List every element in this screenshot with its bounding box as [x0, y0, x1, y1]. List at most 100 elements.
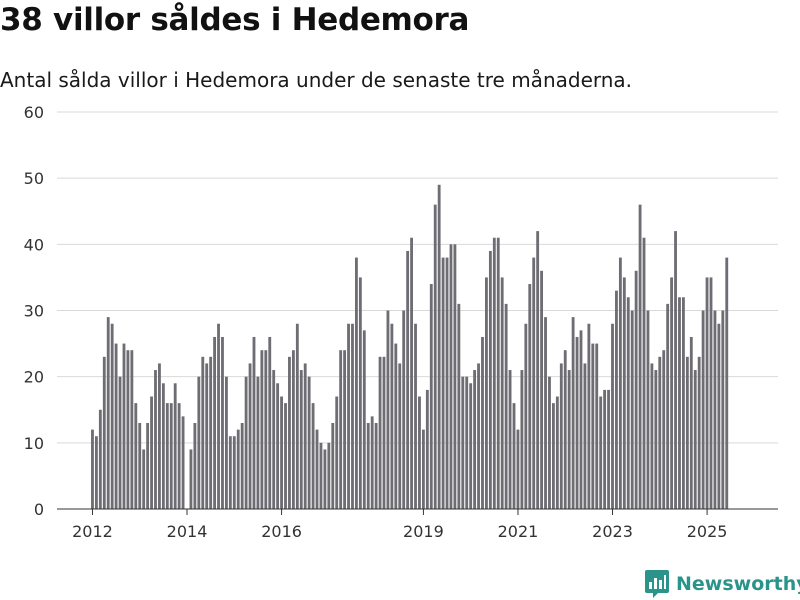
bar: [618, 257, 622, 509]
bar: [445, 257, 449, 509]
y-axis-labels: 0 10 20 30 40 50 60: [24, 103, 44, 519]
bar: [666, 303, 670, 509]
bar: [398, 363, 402, 509]
bar: [599, 396, 603, 509]
highlight-value-label: 38: [729, 0, 748, 4]
bar: [512, 403, 516, 509]
bar: [528, 284, 532, 509]
bar: [272, 370, 276, 509]
y-tick-label: 0: [34, 500, 44, 519]
bar: [453, 244, 457, 509]
bar: [500, 277, 504, 509]
bar: [575, 336, 579, 509]
bar: [146, 422, 150, 509]
y-tick-label: 60: [24, 103, 44, 122]
bar: [205, 363, 209, 509]
bar: [224, 376, 228, 509]
bar: [678, 297, 681, 509]
x-tick-label: 2014: [167, 522, 208, 541]
bar: [165, 403, 169, 509]
bar: [240, 422, 244, 509]
bar: [154, 370, 157, 509]
bar: [323, 449, 327, 509]
bar: [662, 350, 666, 509]
bar: [236, 429, 240, 509]
bar: [429, 284, 433, 509]
annotations: 38: [729, 0, 748, 4]
bar: [370, 416, 374, 509]
x-tick-label: 2019: [403, 522, 444, 541]
bar: [713, 310, 717, 509]
bar: [477, 363, 480, 509]
bar: [268, 336, 272, 509]
bar: [264, 350, 268, 509]
bar: [122, 343, 126, 509]
bar: [221, 336, 224, 509]
bar: [524, 323, 528, 509]
x-tick-label: 2021: [498, 522, 539, 541]
bar: [638, 204, 642, 509]
bar: [654, 370, 658, 509]
newsworthy-logo-icon: [645, 570, 669, 598]
bar: [504, 303, 508, 509]
bar: [358, 277, 362, 509]
bar: [563, 350, 567, 509]
bar: [94, 436, 98, 509]
bar: [150, 396, 153, 509]
bar: [169, 403, 173, 509]
bar: [488, 250, 492, 509]
x-tick-label: 2023: [592, 522, 633, 541]
bar: [355, 257, 358, 509]
bar: [705, 277, 709, 509]
bar: [406, 250, 410, 509]
bar: [492, 237, 496, 509]
bar: [441, 257, 445, 509]
bar: [642, 237, 646, 509]
bar: [634, 270, 638, 509]
bar: [228, 436, 232, 509]
bar: [327, 442, 331, 509]
bar: [595, 343, 599, 509]
bar: [461, 376, 465, 509]
bar: [307, 376, 311, 509]
bar: [161, 383, 165, 509]
bar: [173, 383, 177, 509]
bar: [433, 204, 437, 509]
y-tick-label: 30: [24, 302, 44, 321]
bar: [721, 310, 725, 509]
bar: [276, 383, 280, 509]
bar: [110, 323, 114, 509]
bar: [622, 277, 626, 509]
bar: [701, 310, 705, 509]
bar: [646, 310, 650, 509]
bar: [544, 317, 547, 509]
bar: [567, 370, 571, 509]
bar: [158, 363, 161, 509]
bar: [469, 383, 473, 509]
bar: [142, 449, 146, 509]
bar: [386, 310, 390, 509]
bar: [571, 317, 575, 509]
bar: [437, 184, 441, 509]
bar: [335, 396, 339, 509]
bar: [551, 403, 555, 509]
bar: [587, 323, 591, 509]
bar: [299, 370, 303, 509]
bar: [670, 277, 674, 509]
bar: [291, 350, 295, 509]
bar: [343, 350, 347, 509]
bar: [559, 363, 563, 509]
bar: [138, 422, 142, 509]
bar: [418, 396, 421, 509]
bar: [347, 323, 350, 509]
y-tick-label: 50: [24, 169, 44, 188]
bar: [390, 323, 394, 509]
chart-title: 38 villor såldes i Hedemora: [0, 2, 470, 38]
bar: [382, 356, 386, 509]
chart-subtitle: Antal sålda villor i Hedemora under de s…: [0, 68, 633, 92]
bar: [288, 356, 291, 509]
bar: [232, 436, 236, 509]
bar: [555, 396, 559, 509]
x-tick-label: 2016: [261, 522, 302, 541]
